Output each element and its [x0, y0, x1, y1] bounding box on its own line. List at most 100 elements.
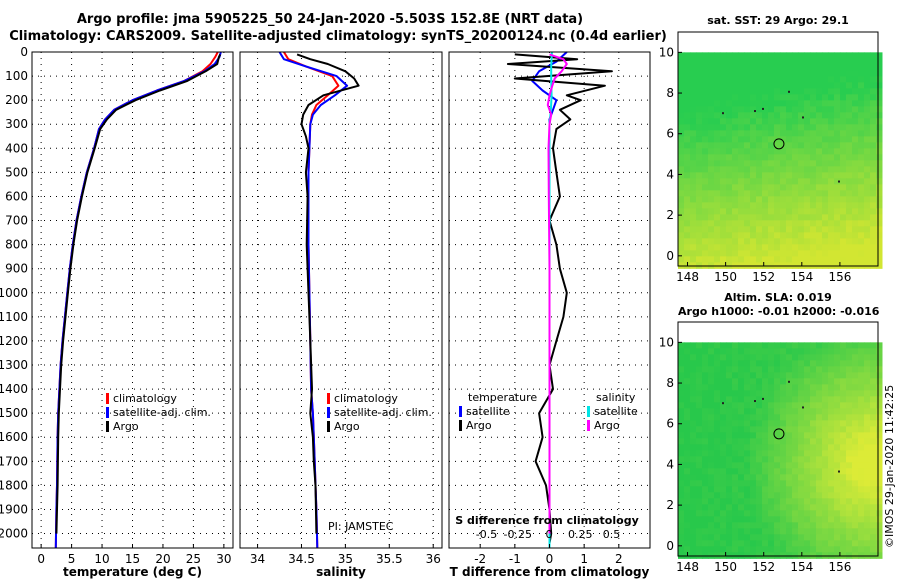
- map-cell: [798, 214, 805, 221]
- map-cell: [714, 220, 721, 227]
- map-cell: [792, 160, 799, 167]
- map-cell: [804, 360, 811, 367]
- island-mark: [802, 116, 804, 119]
- map-cell: [750, 360, 757, 367]
- map-cell: [876, 354, 883, 361]
- map-cell: [762, 202, 769, 209]
- map-cell: [828, 510, 835, 517]
- map-cell: [732, 52, 739, 59]
- argo-position-marker: [773, 428, 785, 440]
- map-cell: [870, 130, 877, 137]
- map-cell: [864, 166, 871, 173]
- map-cell: [792, 202, 799, 209]
- map-cell: [810, 546, 817, 553]
- map-cell: [678, 238, 685, 245]
- map-cell: [846, 226, 853, 233]
- map-cell: [756, 414, 763, 421]
- map-cell: [828, 450, 835, 457]
- map-cell: [804, 238, 811, 245]
- map-cell: [756, 100, 763, 107]
- map-cell: [828, 148, 835, 155]
- map-cell: [714, 166, 721, 173]
- map-cell: [678, 540, 685, 547]
- map-cell: [726, 82, 733, 89]
- map-cell: [822, 348, 829, 355]
- map-cell: [876, 154, 883, 161]
- map-cell: [804, 220, 811, 227]
- map-cell: [726, 444, 733, 451]
- map-cell: [768, 396, 775, 403]
- map-cell: [864, 492, 871, 499]
- map-cell: [792, 124, 799, 131]
- map-cell: [864, 354, 871, 361]
- map-cell: [702, 178, 709, 185]
- map-cell: [720, 420, 727, 427]
- map-cell: [816, 142, 823, 149]
- map-cell: [792, 58, 799, 65]
- map-cell: [768, 474, 775, 481]
- map-cell: [708, 486, 715, 493]
- map-cell: [798, 232, 805, 239]
- map-cell: [822, 64, 829, 71]
- map-cell: [768, 220, 775, 227]
- map-cell: [696, 402, 703, 409]
- map-cell: [792, 426, 799, 433]
- map-cell: [798, 384, 805, 391]
- map-cell: [870, 408, 877, 415]
- map-cell: [876, 184, 883, 191]
- map-cell: [846, 244, 853, 251]
- map-cell: [696, 58, 703, 65]
- map-cell: [828, 166, 835, 173]
- map-cell: [780, 504, 787, 511]
- map-cell: [834, 172, 841, 179]
- map-cell: [684, 546, 691, 553]
- map-cell: [822, 372, 829, 379]
- map-cell: [816, 492, 823, 499]
- map-cell: [696, 100, 703, 107]
- map-cell: [738, 220, 745, 227]
- map-cell: [786, 190, 793, 197]
- map-cell: [810, 378, 817, 385]
- map-cell: [744, 190, 751, 197]
- map-cell: [684, 366, 691, 373]
- map-cell: [678, 136, 685, 143]
- map-cell: [738, 396, 745, 403]
- map-cell: [720, 178, 727, 185]
- map-cell: [750, 546, 757, 553]
- map-cell: [780, 444, 787, 451]
- map-cell: [702, 342, 709, 349]
- map-cell: [768, 384, 775, 391]
- map-cell: [780, 88, 787, 95]
- map-cell: [804, 130, 811, 137]
- map-cell: [780, 420, 787, 427]
- map-cell: [768, 256, 775, 263]
- map-cell: [810, 474, 817, 481]
- map-cell: [726, 76, 733, 83]
- map-cell: [810, 64, 817, 71]
- map-cell: [786, 402, 793, 409]
- map-cell: [744, 504, 751, 511]
- map-cell: [702, 516, 709, 523]
- map-cell: [774, 70, 781, 77]
- map-cell: [858, 226, 865, 233]
- map-cell: [864, 504, 871, 511]
- map-cell: [852, 384, 859, 391]
- map-cell: [870, 100, 877, 107]
- map-cell: [834, 244, 841, 251]
- map-cell: [708, 408, 715, 415]
- map-cell: [762, 244, 769, 251]
- map-cell: [744, 118, 751, 125]
- map-cell: [684, 250, 691, 257]
- map-cell: [822, 208, 829, 215]
- map-cell: [762, 196, 769, 203]
- map-cell: [708, 202, 715, 209]
- map-cell: [756, 420, 763, 427]
- map-cell: [810, 184, 817, 191]
- map-cell: [702, 124, 709, 131]
- map-cell: [876, 408, 883, 415]
- map-cell: [840, 178, 847, 185]
- map-cell: [780, 130, 787, 137]
- map-cell: [738, 450, 745, 457]
- map-cell: [798, 202, 805, 209]
- map-cell: [834, 58, 841, 65]
